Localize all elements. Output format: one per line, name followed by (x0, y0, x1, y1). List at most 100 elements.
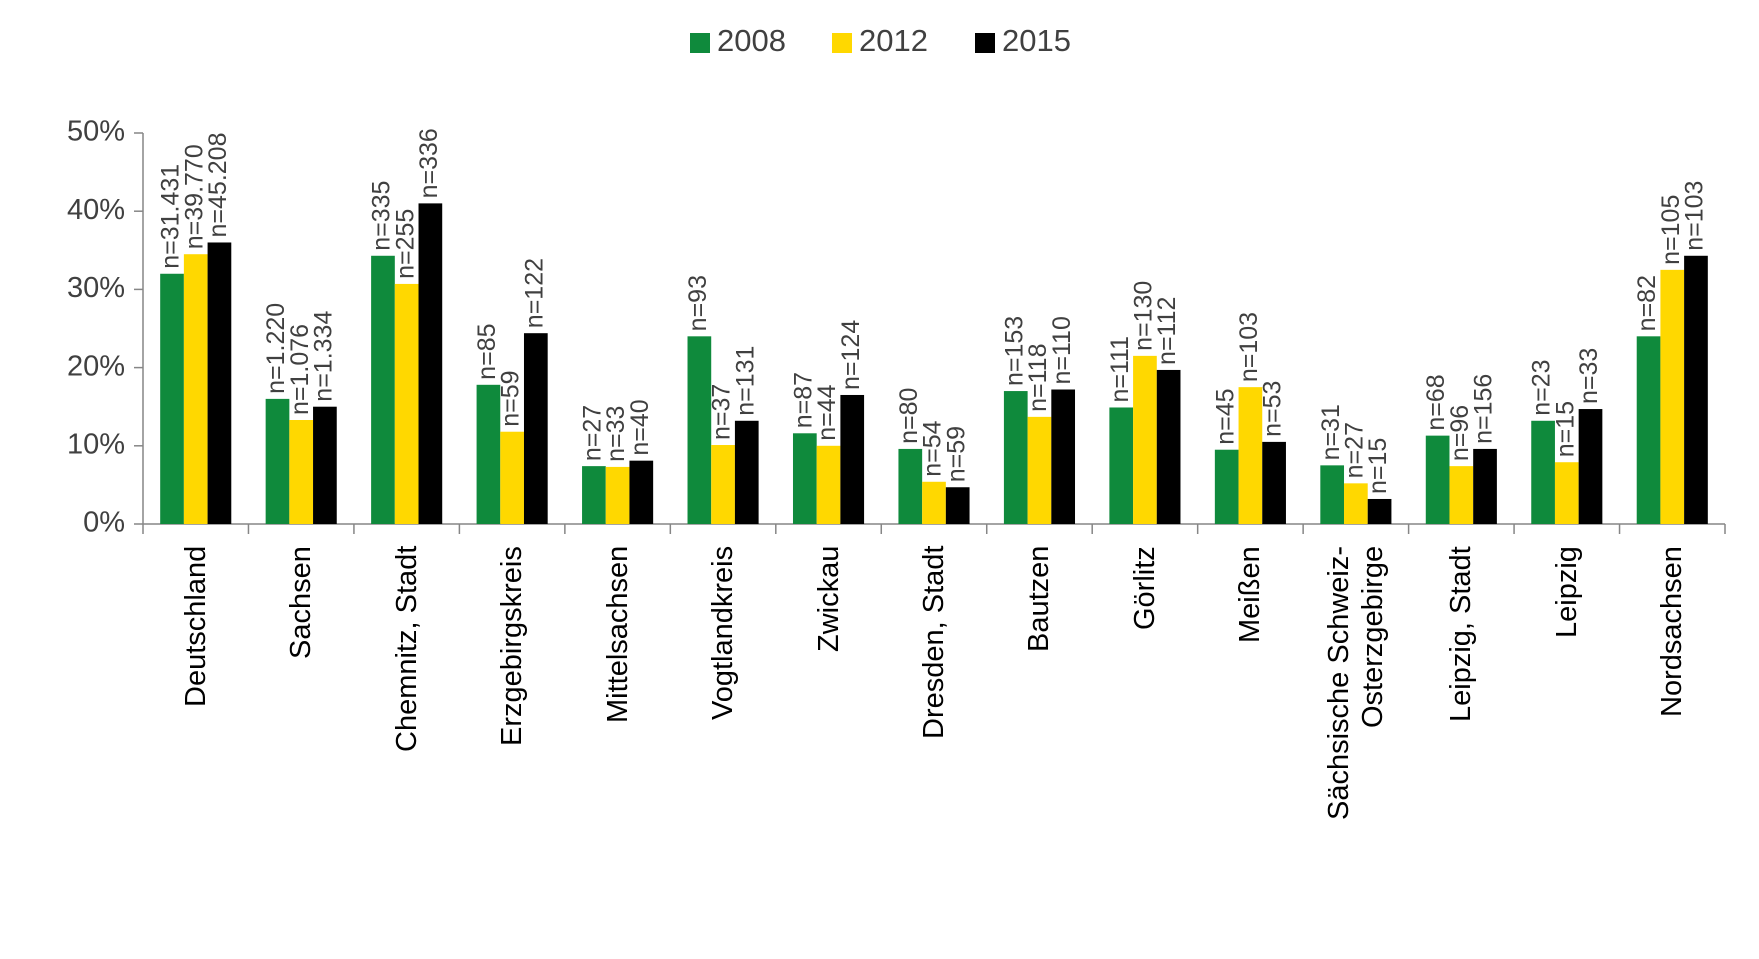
legend-label: 2008 (717, 23, 786, 58)
sample-size-label: n=45 (1211, 388, 1239, 444)
sample-size-label: n=156 (1470, 374, 1498, 444)
legend-swatch (975, 33, 995, 53)
sample-size-label: n=82 (1633, 275, 1661, 331)
bar (1238, 387, 1263, 524)
x-tick-label: Meißen (1234, 546, 1267, 643)
bar (523, 333, 548, 524)
x-tick-label: Mittelsachsen (601, 546, 634, 724)
bar (1027, 416, 1052, 524)
sample-size-label: n=112 (1153, 297, 1181, 365)
bar (1109, 407, 1134, 524)
bar (500, 431, 524, 524)
sample-size-label: n=85 (473, 323, 501, 379)
bar (1684, 255, 1708, 525)
bar (1636, 336, 1661, 524)
bar (1473, 448, 1497, 524)
sample-size-label: n=33 (1575, 348, 1603, 404)
bar (1003, 391, 1028, 524)
sample-size-label: n=54 (919, 420, 947, 476)
y-tick-label: 20% (67, 350, 125, 382)
y-tick-label: 0% (83, 507, 125, 539)
bar (792, 433, 817, 524)
y-tick-label: 40% (67, 194, 125, 226)
x-tick-label: Erzgebirgskreis (496, 546, 529, 746)
bar (922, 481, 946, 524)
sample-size-label: n=1.076 (286, 324, 314, 415)
sample-size-label: n=1.334 (310, 311, 338, 402)
y-tick-label: 10% (67, 428, 125, 460)
bar (1262, 441, 1286, 524)
sample-size-label: n=31 (1317, 404, 1345, 460)
x-tick-label: Bautzen (1023, 546, 1056, 653)
x-tick-label: Leipzig, Stadt (1445, 546, 1478, 722)
bar (1554, 462, 1579, 524)
sample-size-label: n=37 (708, 384, 736, 440)
bar (1578, 409, 1603, 524)
bar (1344, 483, 1368, 524)
sample-size-label: n=40 (626, 399, 654, 455)
sample-size-label: n=68 (1422, 374, 1450, 430)
sample-size-label: n=130 (1130, 281, 1158, 351)
bar (183, 254, 208, 524)
x-tick-label: Chemnitz, Stadt (390, 546, 423, 753)
sample-size-label: n=59 (942, 426, 970, 482)
sample-size-label: n=59 (497, 370, 525, 426)
bar (1425, 435, 1450, 524)
legend-swatch (690, 33, 710, 53)
bar (1367, 498, 1392, 524)
sample-size-label: n=103 (1681, 181, 1709, 251)
x-tick-label: Leipzig (1550, 546, 1583, 638)
sample-size-label: n=27 (579, 405, 607, 461)
sample-size-label: n=44 (813, 384, 841, 440)
x-tick-label: Sachsen (285, 546, 318, 659)
bar (711, 445, 735, 524)
sample-size-label: n=23 (1528, 359, 1556, 415)
bar (605, 466, 630, 524)
sample-size-label: n=122 (520, 258, 548, 328)
bar (945, 487, 970, 524)
x-tick-label: Görlitz (1128, 546, 1161, 630)
legend-label: 2012 (859, 23, 928, 58)
bar (207, 242, 232, 525)
bar (289, 419, 314, 524)
bar (1156, 369, 1181, 524)
bar (840, 394, 865, 524)
bar (1449, 466, 1474, 524)
x-tick-label: Deutschland (179, 546, 212, 708)
x-tick-label: Vogtlandkreis (707, 546, 740, 721)
x-tick-label: Nordsachsen (1656, 546, 1689, 717)
bar (476, 384, 501, 524)
sample-size-label: n=96 (1446, 405, 1474, 461)
legend-label: 2015 (1002, 23, 1071, 58)
sample-size-label: n=27 (1340, 422, 1368, 478)
sample-size-label: n=15 (1551, 401, 1579, 457)
bar (394, 283, 419, 524)
bar (898, 448, 923, 524)
sample-size-label: n=93 (684, 275, 712, 331)
bar (160, 273, 184, 524)
x-tick-label: Sächsische Schweiz-Osterzgebirge (1322, 546, 1389, 820)
sample-size-label: n=118 (1024, 344, 1052, 412)
sample-size-label: n=111 (1106, 336, 1134, 403)
legend-swatch (832, 33, 852, 53)
bar (1660, 269, 1685, 524)
sample-size-label: n=15 (1364, 438, 1392, 494)
sample-size-label: n=124 (837, 320, 865, 390)
bar (1320, 465, 1345, 524)
sample-size-label: n=105 (1657, 195, 1685, 265)
bar (313, 406, 337, 524)
bar (1051, 389, 1076, 524)
bar (687, 336, 712, 524)
sample-size-label: n=110 (1048, 316, 1076, 384)
sample-size-label: n=87 (789, 372, 817, 428)
bar (1133, 355, 1157, 524)
sample-size-label: n=31.431 (157, 164, 185, 269)
bar (418, 203, 443, 524)
sample-size-label: n=80 (895, 388, 923, 444)
sample-size-label: n=33 (602, 406, 630, 462)
bar (1214, 449, 1239, 524)
sample-size-label: n=255 (391, 209, 419, 279)
sample-size-label: n=131 (731, 346, 759, 416)
sample-size-label: n=45.208 (204, 133, 232, 238)
